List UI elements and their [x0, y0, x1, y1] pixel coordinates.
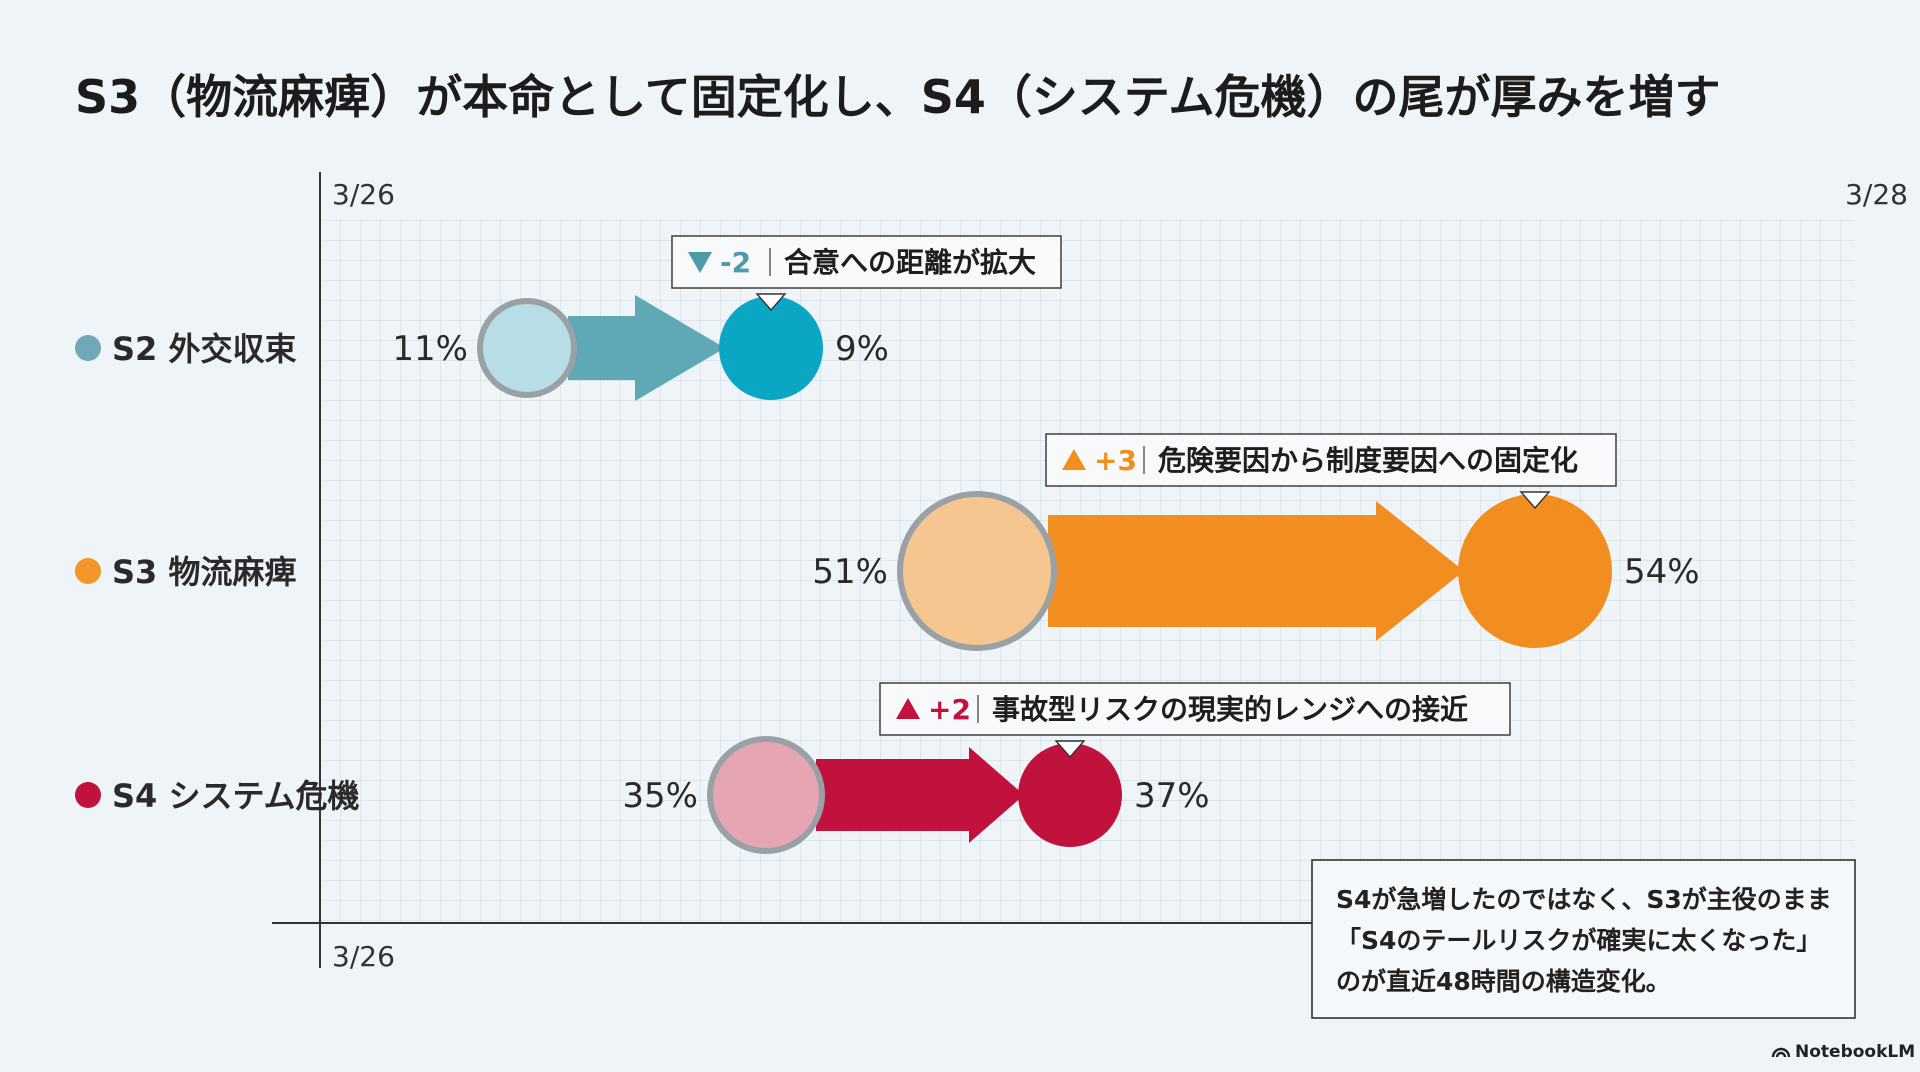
notebooklm-logo-icon: [1771, 1047, 1791, 1058]
value-from-label: 11%: [392, 329, 468, 369]
callout-text: 危険要因から制度要因への固定化: [1158, 444, 1578, 477]
legend-dot: [75, 558, 101, 584]
change-arrow: [816, 747, 1024, 843]
triangle-up-icon: [1062, 449, 1086, 470]
value-to-label: 54%: [1624, 552, 1700, 592]
callout-text: 事故型リスクの現実的レンジへの接近: [992, 693, 1468, 726]
legend-dot: [75, 335, 101, 361]
date-bottom-left: 3/26: [332, 940, 395, 973]
change-arrow: [1048, 501, 1464, 641]
legend-dot: [75, 782, 101, 808]
value-from-point: [707, 736, 825, 854]
value-to-point: [1458, 494, 1612, 648]
series-rows: S2 外交収束 11% 9% -2 合意への距離が拡大 S3 物流麻痺 51% 54% +3 危険…: [75, 235, 1700, 854]
triangle-down-icon: [688, 252, 712, 273]
change-arrow: [568, 295, 725, 401]
value-from-label: 51%: [812, 552, 888, 592]
callout-text: 合意への距離が拡大: [784, 246, 1036, 279]
series-row-4: S4 システム危機 35% 37% +2 事故型リスクの現実的レンジへの接近: [75, 682, 1511, 854]
callout-box: [879, 682, 1511, 736]
series-row-2: S2 外交収束 11% 9% -2 合意への距離が拡大: [75, 235, 1062, 401]
series-label: S3 物流麻痺: [112, 553, 296, 591]
note-box: S4が急増したのではなく、S3が主役のまま 「S4のテールリスクが確実に太くなっ…: [1311, 859, 1856, 1019]
series-row-3: S3 物流麻痺 51% 54% +3 危険要因から制度要因への固定化: [75, 433, 1700, 651]
value-from-point: [477, 298, 577, 398]
note-line-1: S4が急増したのではなく、S3が主役のまま: [1336, 885, 1832, 914]
chart-title: S3（物流麻痺）が本命として固定化し、S4（システム危機）の尾が厚みを増す: [75, 70, 1721, 124]
value-from-point: [897, 491, 1057, 651]
date-top-left: 3/26: [332, 178, 395, 211]
series-label: S4 システム危機: [112, 777, 360, 815]
callout-delta: -2: [720, 246, 751, 279]
triangle-up-icon: [896, 698, 920, 719]
value-to-point: [719, 296, 823, 400]
callout-delta: +3: [1094, 444, 1137, 477]
date-top-right: 3/28: [1845, 178, 1908, 211]
note-line-3: のが直近48時間の構造変化。: [1336, 967, 1671, 996]
brand-name: NotebookLM: [1795, 1042, 1915, 1062]
callout-delta: +2: [928, 693, 971, 726]
series-label: S2 外交収束: [112, 330, 296, 368]
callout-pointer: [755, 293, 787, 312]
callout-box: [671, 235, 1062, 289]
callout-pointer: [1519, 491, 1551, 510]
callout-box: [1045, 433, 1617, 487]
callout-pointer: [1054, 740, 1086, 759]
value-from-label: 35%: [622, 776, 698, 816]
brand-logo: NotebookLM: [1771, 1042, 1915, 1062]
value-to-label: 9%: [835, 329, 889, 369]
value-to-point: [1018, 743, 1122, 847]
value-to-label: 37%: [1134, 776, 1210, 816]
note-line-2: 「S4のテールリスクが確実に太くなった」: [1336, 926, 1821, 955]
